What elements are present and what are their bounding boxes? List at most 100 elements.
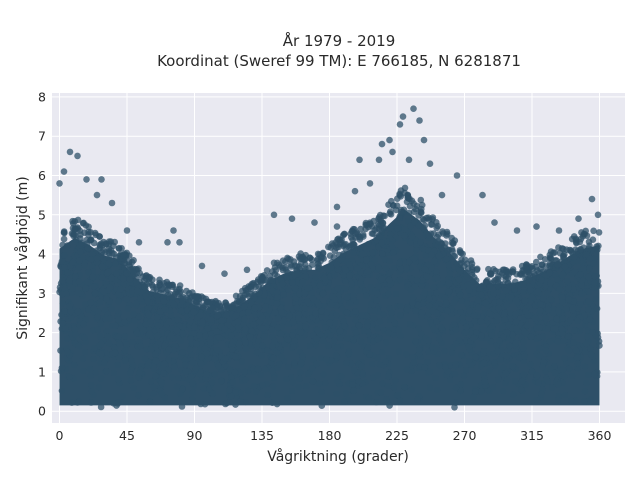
data-point [97, 375, 105, 382]
data-point [325, 342, 332, 350]
data-point [375, 282, 382, 290]
data-point [250, 382, 258, 390]
data-point [587, 351, 595, 358]
data-point [359, 369, 366, 377]
data-point [368, 230, 376, 237]
data-point [239, 287, 246, 295]
data-point [571, 268, 579, 276]
data-point [291, 337, 298, 345]
data-point [574, 364, 581, 372]
data-point [236, 292, 244, 300]
data-point [98, 340, 105, 348]
data-point [302, 323, 309, 330]
data-point-outlier [399, 113, 407, 120]
data-point [222, 355, 229, 363]
data-point [510, 391, 517, 399]
data-point [403, 306, 411, 313]
data-point [111, 349, 119, 357]
data-point [326, 252, 334, 259]
data-point [401, 383, 408, 391]
data-point [592, 295, 599, 303]
data-point [586, 265, 593, 272]
data-point [173, 383, 181, 391]
data-point [527, 361, 534, 368]
data-point [147, 345, 155, 353]
data-point [59, 320, 66, 327]
data-point [60, 235, 68, 243]
data-point [193, 340, 200, 348]
data-point [554, 338, 561, 345]
data-point [234, 318, 242, 326]
data-point [255, 337, 262, 345]
data-point [350, 387, 357, 395]
data-point [296, 375, 303, 383]
data-point [352, 308, 359, 315]
data-point [91, 229, 99, 237]
data-point [343, 309, 351, 316]
data-point [232, 312, 240, 320]
data-point [368, 360, 376, 368]
data-point [358, 250, 366, 258]
data-point [152, 351, 159, 358]
data-point [255, 289, 263, 297]
data-point [494, 347, 501, 355]
data-point [284, 394, 291, 402]
data-point [357, 338, 365, 345]
data-point [114, 361, 122, 369]
data-point [232, 389, 239, 396]
data-point [367, 283, 375, 291]
data-point [278, 353, 286, 360]
data-point [119, 393, 127, 400]
data-point [464, 281, 472, 289]
data-point [215, 334, 223, 342]
data-point [407, 286, 415, 294]
data-point [532, 396, 540, 404]
data-point [331, 319, 339, 327]
data-point [248, 328, 256, 335]
data-point [374, 336, 382, 343]
data-point [358, 312, 366, 319]
data-point [130, 310, 137, 318]
data-point [536, 352, 544, 360]
data-point [489, 383, 497, 391]
data-point [528, 293, 536, 301]
data-point [97, 403, 105, 411]
data-point [196, 332, 203, 339]
data-point [198, 340, 205, 348]
data-point [552, 325, 560, 332]
data-point [312, 309, 319, 317]
data-point [164, 291, 172, 299]
data-point [85, 306, 92, 313]
data-point [226, 386, 233, 394]
data-point [162, 282, 170, 290]
data-point [520, 338, 527, 346]
data-point [58, 291, 66, 298]
data-point [158, 379, 166, 387]
data-point [301, 305, 309, 312]
data-points [56, 105, 603, 411]
data-point [322, 356, 330, 363]
data-point [108, 305, 116, 313]
data-point [465, 343, 473, 351]
data-point [480, 359, 488, 367]
data-point [178, 385, 186, 393]
data-point [114, 398, 122, 406]
data-point [320, 337, 327, 345]
data-point [203, 371, 210, 379]
data-point [321, 324, 329, 331]
data-point [559, 337, 567, 345]
data-point [64, 335, 71, 342]
data-point [58, 387, 66, 395]
data-point [245, 309, 252, 316]
data-point [130, 384, 137, 392]
data-point [247, 333, 254, 341]
data-point [142, 321, 150, 328]
data-point [120, 275, 127, 283]
data-point [357, 225, 365, 233]
data-point [449, 247, 456, 255]
data-point [386, 276, 393, 284]
data-point [585, 273, 592, 281]
data-point [263, 267, 271, 274]
data-point [413, 246, 420, 253]
data-point [126, 276, 133, 283]
